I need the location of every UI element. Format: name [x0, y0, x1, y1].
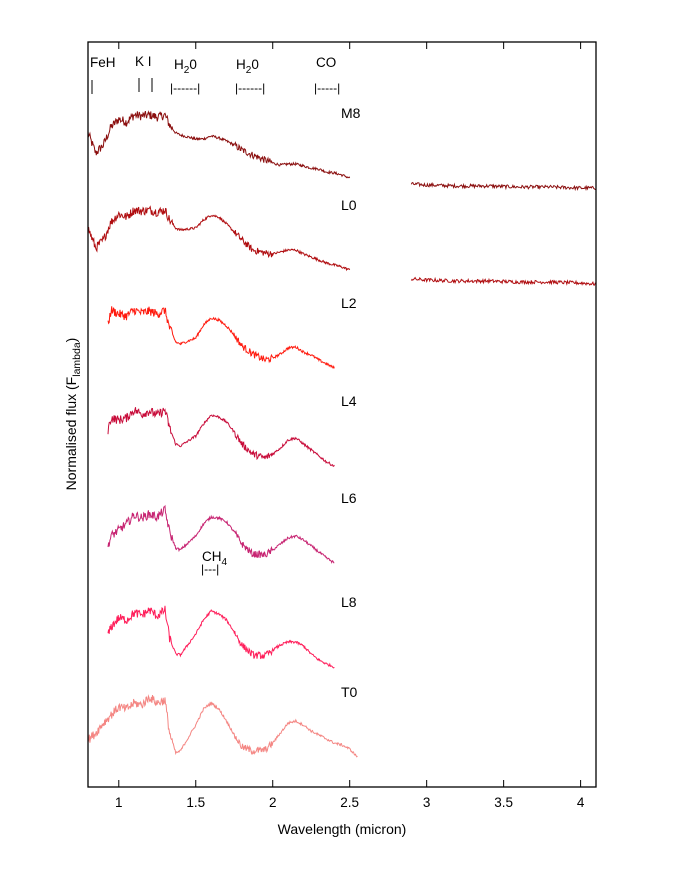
series-label-l2: L2	[341, 295, 357, 311]
series-line-l0-extended	[410, 276, 597, 286]
series-layer	[87, 110, 597, 758]
y-axis-label: Normalised flux (Flambda)	[63, 338, 83, 491]
series-line-m8	[87, 110, 351, 179]
annotation-feh: FeH	[90, 55, 116, 70]
x-tick-label: 3.5	[494, 795, 513, 810]
series-label-t0: T0	[341, 684, 358, 700]
series-line-l4	[107, 407, 335, 467]
series-label-m8: M8	[341, 105, 361, 121]
annotation-co-range: |-----|	[314, 81, 340, 95]
x-tick-label: 3	[423, 795, 431, 810]
x-tick-label: 2.5	[340, 795, 359, 810]
annotation-co: CO	[316, 55, 336, 70]
series-label-l4: L4	[341, 393, 357, 409]
x-tick-label: 2	[269, 795, 277, 810]
x-axis-label: Wavelength (micron)	[278, 821, 407, 837]
annotation-ki: K I	[135, 54, 152, 69]
annotation-h2o-2-range: |------|	[235, 81, 265, 95]
series-label-l6: L6	[341, 490, 357, 506]
series-line-l6	[107, 504, 335, 564]
annotation-ch4-range: |---|	[201, 562, 219, 576]
annotation-ch4: CH4	[202, 549, 228, 568]
plot-frame	[87, 41, 597, 788]
feature-annotations: FeH K I H20 |------| H20 |------| CO |--…	[90, 54, 340, 576]
annotation-h2o-2: H20	[236, 57, 259, 76]
series-line-l0	[87, 205, 351, 272]
annotation-h2o-1: H20	[174, 57, 197, 76]
series-line-t0	[87, 694, 358, 758]
x-axis: 1 1.5 2 2.5 3 3.5 4	[115, 42, 585, 810]
x-tick-label: 1	[115, 795, 123, 810]
x-tick-label: 1.5	[186, 795, 205, 810]
series-line-l2	[107, 306, 335, 369]
x-tick-label: 4	[577, 795, 585, 810]
series-line-l8	[107, 605, 335, 669]
series-label-l8: L8	[341, 594, 357, 610]
series-label-l0: L0	[341, 197, 357, 213]
series-line-m8-extended	[410, 181, 596, 192]
annotation-h2o-1-range: |------|	[170, 81, 200, 95]
series-labels: M8 L0 L2 L4 L6 L8 T0	[341, 105, 361, 700]
